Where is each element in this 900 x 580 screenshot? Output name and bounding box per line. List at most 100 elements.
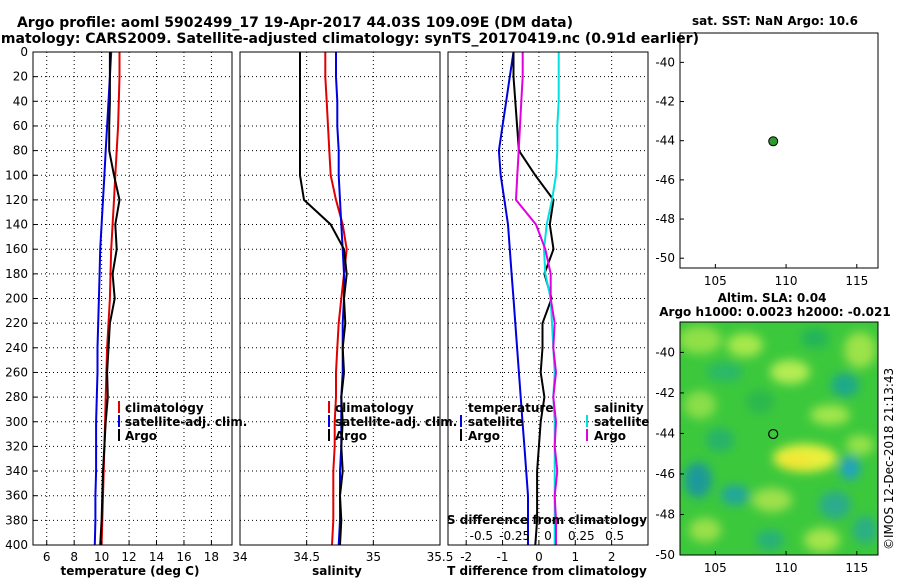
sla-heatmap-blobs: [680, 326, 877, 552]
depth-tick-labels: 0 20 40 60 80 100 120 140 160 180 200 220 240 260 280 3…: [5, 45, 37, 552]
legend-title-salinity: salinity: [594, 401, 644, 415]
series-line-argo: [99, 52, 121, 546]
sla-heatmap: [680, 322, 878, 555]
map-ytick-label-m46: -46: [655, 173, 675, 187]
map-ytick-label-m42: -42: [655, 95, 675, 109]
difference-gridlines: [448, 52, 648, 545]
depth-label-360: 360: [5, 489, 28, 503]
map-xtick-label-115: 115: [845, 274, 868, 288]
map-xtick-label-105: 105: [704, 561, 727, 575]
legend-label-satellite: satellite-adj. clim.: [335, 415, 457, 429]
xtick-label-1: 1: [571, 550, 579, 564]
s-tick-label: 0.5: [605, 529, 624, 543]
xtick-label-6: 6: [43, 550, 51, 564]
depth-label-140: 140: [5, 218, 28, 232]
map-ytick-label-m42: -42: [655, 386, 675, 400]
imos-watermark: ©IMOS 12-Dec-2018 21:13:43: [882, 368, 896, 550]
xtick-label-35-5: 35.5: [427, 550, 454, 564]
series-line-s-argo: [515, 52, 559, 545]
sat-sst-axes-box: [679, 32, 879, 269]
salinity-panel: 34 34.5 35 35.5 salinity climatology satell…: [232, 51, 457, 578]
depth-label-100: 100: [5, 168, 28, 182]
t-difference-xlabel: T difference from climatology: [447, 564, 647, 578]
xtick-label-18: 18: [204, 550, 219, 564]
map-ytick-label-m44: -44: [655, 426, 675, 440]
map-ytick-label-m44: -44: [655, 134, 675, 148]
argo-location-marker: [768, 428, 779, 440]
t-difference-tick-labels: -2 -1 0 1 2: [460, 541, 615, 564]
xtick-label-16: 16: [176, 550, 191, 564]
sat-sst-tick-labels: 105 110 115 -40 -42 -44 -46 -48 -50: [655, 55, 868, 288]
depth-label-20: 20: [13, 70, 28, 84]
map-ytick-label-m40: -40: [655, 345, 675, 359]
difference-legend: temperature satellite Argo salinity sate…: [460, 401, 649, 443]
xtick-label-34-5: 34.5: [293, 550, 320, 564]
legend-label-argo: Argo: [125, 429, 157, 443]
salinity-tick-labels: 34 34.5 35 35.5: [232, 541, 453, 564]
temperature-legend: climatology satellite-adj. clim. Argo: [118, 401, 247, 443]
temperature-axes-box: [32, 51, 233, 546]
depth-label-120: 120: [5, 193, 28, 207]
altimetry-tick-labels: 105 110 115 -40 -42 -44 -46 -48 -50: [655, 345, 868, 575]
xtick-label-0: 0: [535, 550, 543, 564]
xtick-label-10: 10: [94, 550, 109, 564]
series-line-climatology: [100, 52, 121, 546]
map-ytick-label-m50: -50: [655, 548, 675, 562]
temperature-panel: 0 20 40 60 80 100 120 140 160 180 200 220 240 260 280 3…: [5, 45, 247, 578]
temperature-series: [93, 51, 121, 546]
xtick-label-12: 12: [121, 550, 136, 564]
xtick-label--2: -2: [460, 550, 472, 564]
legend-label-satellite: satellite-adj. clim.: [125, 415, 247, 429]
xtick-label-8: 8: [70, 550, 78, 564]
depth-label-220: 220: [5, 316, 28, 330]
series-line-climatology: [324, 52, 348, 546]
depth-label-0: 0: [20, 45, 28, 59]
legend-label-s-satellite: satellite: [594, 415, 649, 429]
sat-sst-map: sat. SST: NaN Argo: 10.6 105 110 115 -40 -42…: [655, 14, 879, 288]
figure-title-line1: Argo profile: aoml 5902499_17 19-Apr-201…: [17, 15, 573, 31]
depth-label-60: 60: [13, 119, 28, 133]
difference-axes-box: [447, 51, 649, 546]
s-tick-label: -0.5: [470, 529, 493, 543]
s-tick-label: 0.25: [568, 529, 595, 543]
salinity-legend: climatology satellite-adj. clim. Argo: [328, 401, 457, 443]
temperature-gridlines: [33, 52, 232, 545]
legend-label-t-satellite: satellite: [468, 415, 523, 429]
depth-label-240: 240: [5, 341, 28, 355]
depth-label-340: 340: [5, 464, 28, 478]
series-line-argo: [299, 52, 348, 546]
legend-label-climatology: climatology: [125, 401, 204, 415]
map-xtick-label-110: 110: [775, 274, 798, 288]
series-line-satellite-adj-clim-: [93, 51, 113, 546]
sat-sst-title: sat. SST: NaN Argo: 10.6: [692, 14, 858, 28]
depth-label-200: 200: [5, 292, 28, 306]
salinity-xlabel: salinity: [312, 564, 362, 578]
map-xtick-label-115: 115: [845, 561, 868, 575]
salinity-series: [299, 52, 348, 546]
depth-label-400: 400: [5, 538, 28, 552]
legend-label-t-argo: Argo: [468, 429, 500, 443]
altimetry-subtitle: Argo h1000: 0.0023 h2000: -0.021: [659, 305, 890, 319]
temperature-tick-labels: 6 8 10 12 14 16 18: [43, 541, 219, 564]
salinity-axes-box: [239, 51, 441, 546]
series-line-t-satellite: [497, 51, 529, 545]
s-tick-label: -0.25: [499, 529, 530, 543]
xtick-label-14: 14: [149, 550, 164, 564]
altimetry-axes-box: [679, 321, 879, 556]
depth-label-80: 80: [13, 144, 28, 158]
depth-label-280: 280: [5, 390, 28, 404]
depth-label-180: 180: [5, 267, 28, 281]
map-ytick-label-m48: -48: [655, 212, 675, 226]
map-xtick-label-110: 110: [775, 561, 798, 575]
depth-label-260: 260: [5, 365, 28, 379]
figure-title-line2: Climatology: CARS2009. Satellite-adjuste…: [0, 31, 699, 47]
altimetry-title: Altim. SLA: 0.04: [718, 291, 827, 305]
depth-label-380: 380: [5, 513, 28, 527]
legend-title-temperature: temperature: [468, 401, 553, 415]
xtick-label-35: 35: [366, 550, 381, 564]
legend-label-argo: Argo: [335, 429, 367, 443]
temperature-xlabel: temperature (deg C): [61, 564, 200, 578]
map-ytick-label-m46: -46: [655, 467, 675, 481]
xtick-label-34: 34: [232, 550, 247, 564]
